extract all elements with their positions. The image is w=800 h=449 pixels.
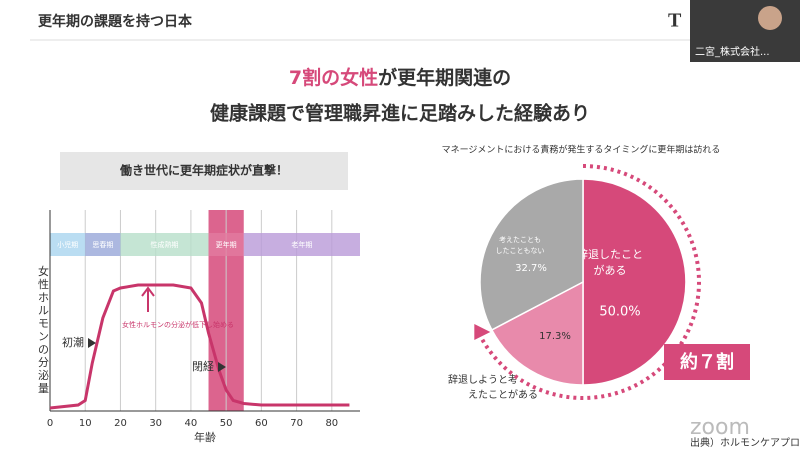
video-tile xyxy=(690,0,800,62)
arrow xyxy=(88,338,96,348)
pie-annotation: 約７割 xyxy=(680,351,734,373)
logo: T xyxy=(668,10,682,32)
x-tick-label: 30 xyxy=(149,418,162,429)
chart-title: 働き世代に更年期症状が直撃！ xyxy=(119,163,288,178)
label-line: がある xyxy=(594,263,627,277)
pie-slice xyxy=(582,178,687,386)
x-tick-label: 10 xyxy=(79,418,92,429)
zoom-watermark: zoom xyxy=(690,415,750,440)
y-axis-label-char: の xyxy=(38,343,49,356)
label-line: 辞退しようと考 xyxy=(448,373,518,386)
pie-category-label: 辞退したことがある xyxy=(577,247,643,277)
x-tick-label: 80 xyxy=(325,418,338,429)
x-tick-label: 40 xyxy=(185,418,198,429)
pie-slice xyxy=(479,178,584,331)
x-tick-label: 0 xyxy=(47,418,53,429)
y-axis-label-char: ン xyxy=(38,330,49,343)
annotation-menarche: 初潮 xyxy=(62,335,84,349)
y-axis-label-char: モ xyxy=(38,317,49,330)
annotation-menopause: 閉経 xyxy=(192,360,214,373)
label-line: えたことがある xyxy=(468,388,538,401)
y-axis-label-char: 女 xyxy=(38,264,49,278)
arrow xyxy=(218,362,226,372)
headline-1: 7割の女性が更年期関連の xyxy=(289,66,511,89)
phase-label: 老年期 xyxy=(291,240,312,249)
arc-head xyxy=(474,323,491,340)
pie-title: マネージメントにおける責務が発生するタイミングに更年期は訪れる xyxy=(442,144,721,156)
participant-name: 二宮_株式会社... xyxy=(695,45,770,58)
pie-slice xyxy=(490,280,584,386)
phase-band xyxy=(85,233,121,256)
phase-band xyxy=(208,233,244,256)
phase-label: 小児期 xyxy=(57,240,78,249)
y-axis-label-char: 泌 xyxy=(38,369,49,382)
dotted-arc xyxy=(478,164,701,400)
x-tick-label: 70 xyxy=(290,418,303,429)
phase-band xyxy=(243,233,360,256)
label-line: 辞退したこと xyxy=(577,247,643,261)
y-axis-label-char: 性 xyxy=(38,277,49,291)
phase-label: 性成熟期 xyxy=(150,240,178,249)
label-line: したこともない xyxy=(496,247,545,255)
annotation-box xyxy=(664,344,750,380)
box xyxy=(60,152,348,190)
x-tick-label: 60 xyxy=(255,418,268,429)
pie-value-label: 17.3% xyxy=(539,331,571,342)
phase-band xyxy=(50,233,86,256)
pie-value-label: 50.0% xyxy=(599,305,640,320)
participant-face xyxy=(758,6,782,30)
y-axis-label-char: ル xyxy=(38,304,49,317)
headline-2: 健康課題で管理職昇進に足踏みした経験あり xyxy=(210,102,590,125)
header-title: 更年期の課題を持つ日本 xyxy=(38,13,193,30)
annotation-decline: 女性ホルモンの分泌が低下し始める xyxy=(122,320,234,329)
pie-value-label: 32.7% xyxy=(515,263,547,274)
x-axis-label: 年齢 xyxy=(194,430,216,444)
hormone-line xyxy=(49,283,350,410)
pie-category-label: 考えたこともしたこともない xyxy=(496,236,545,255)
arrow-head xyxy=(141,286,155,297)
x-tick-label: 20 xyxy=(114,418,127,429)
y-axis-label-char: 量 xyxy=(38,382,49,395)
y-axis-label-char: 分 xyxy=(38,356,49,369)
x-tick-label: 50 xyxy=(220,418,233,429)
y-axis-label: 女性ホルモンの分泌量 xyxy=(38,264,49,395)
headline-rest: が更年期関連の xyxy=(378,66,511,89)
phase-band xyxy=(120,233,209,256)
label-line: 考えたことも xyxy=(499,236,541,244)
phase-label: 更年期 xyxy=(216,240,237,249)
y-axis-label-char: ホ xyxy=(38,291,49,304)
source: 出典）ホルモンケアプロジェクト xyxy=(690,436,800,449)
headline-highlight: 7割の女性 xyxy=(289,66,378,89)
pie-category-label: 辞退しようと考えたことがある xyxy=(448,373,538,401)
phase-label: 思春期 xyxy=(92,240,113,249)
